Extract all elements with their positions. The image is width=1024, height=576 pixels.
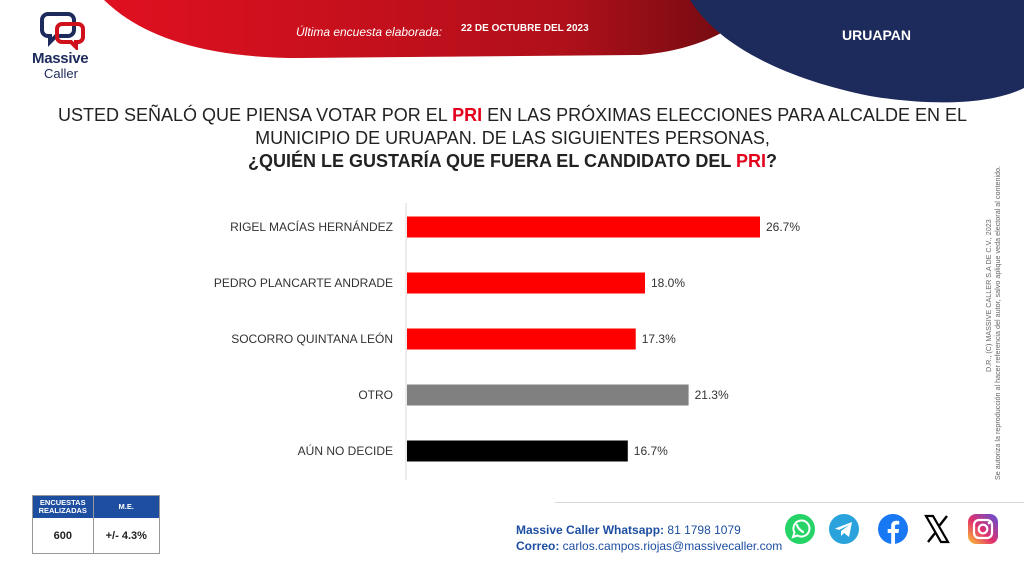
stats-header-row: ENCUESTAS REALIZADAS M.E. [33,496,159,518]
survey-date-label: Última encuesta elaborada: [296,25,443,39]
question-line-2: MUNICIPIO DE URUAPAN. DE LAS SIGUIENTES … [255,128,770,148]
header-red-band [104,0,760,58]
logo-word-caller: Caller [44,66,78,81]
city-name: URUAPAN [842,27,911,43]
logo-word-massive: Massive [32,50,89,67]
category-label: PEDRO PLANCARTE ANDRADE [214,276,393,290]
value-label: 21.3% [695,388,729,402]
stats-me-value: +/- 4.3% [92,518,159,553]
stats-surveys-value: 600 [53,529,72,542]
survey-stats-table: ENCUESTAS REALIZADAS M.E. 600 +/- 4.3% [32,495,160,554]
bar [407,272,645,294]
category-label: AÚN NO DECIDE [298,443,393,458]
copyright-line-2: Se autoriza la reproducción al hacer ref… [993,166,1002,480]
email-label: Correo: [516,539,560,553]
bar [407,328,636,350]
copyright-line-1: D.R., (C) MASSIVE CALLER S.A DE C.V., 20… [984,219,993,372]
whatsapp-label: Massive Caller Whatsapp: [516,523,665,537]
category-label: OTRO [358,388,393,402]
contact-email: Correo: carlos.campos.riojas@massivecall… [516,539,782,553]
header-background [104,0,1024,103]
x-icon[interactable] [920,512,954,546]
instagram-icon[interactable] [966,512,1000,546]
whatsapp-number: 81 1798 1079 [664,523,741,537]
bar [407,384,689,406]
bar [407,440,628,462]
copyright-note: D.R., (C) MASSIVE CALLER S.A DE C.V., 20… [983,110,1002,480]
value-label: 17.3% [642,332,676,346]
massive-caller-logo: Massive Caller [28,10,108,81]
party-highlight: PRI [736,151,767,171]
question-title: USTED SEÑALÓ QUE PIENSA VOTAR POR EL PRI… [40,104,985,173]
question-text: USTED SEÑALÓ QUE PIENSA VOTAR POR EL [58,105,453,125]
contact-divider [555,502,1024,503]
header-navy-band [690,0,1024,103]
value-label: 16.7% [634,444,668,458]
question-text: ¿QUIÉN LE GUSTARÍA QUE FUERA EL CANDIDAT… [247,151,736,171]
value-label: 18.0% [651,276,685,290]
email-address: carlos.campos.riojas@massivecaller.com [559,539,783,553]
question-line-1: USTED SEÑALÓ QUE PIENSA VOTAR POR EL PRI… [40,104,985,127]
survey-date: 22 DE OCTUBRE DEL 2023 [461,23,589,34]
question-text: ? [766,151,778,171]
telegram-icon[interactable] [827,512,861,546]
party-highlight: PRI [452,105,483,125]
stats-value-row: 600 +/- 4.3% [33,518,159,553]
category-label: SOCORRO QUINTANA LEÓN [231,331,393,346]
whatsapp-icon[interactable] [783,512,817,546]
bars-group: RIGEL MACÍAS HERNÁNDEZ 26.7% PEDRO PLANCAR… [214,216,800,462]
bar-chart: RIGEL MACÍAS HERNÁNDEZ 26.7% PEDRO PLANCAR… [214,203,800,480]
value-label: 26.7% [766,220,800,234]
category-label: RIGEL MACÍAS HERNÁNDEZ [230,219,393,234]
question-line-3: ¿QUIÉN LE GUSTARÍA QUE FUERA EL CANDIDAT… [40,150,985,173]
contact-whatsapp: Massive Caller Whatsapp: 81 1798 1079 [516,523,741,537]
facebook-icon[interactable] [876,512,910,546]
question-text: EN LAS PRÓXIMAS ELECCIONES PARA ALCALDE … [482,105,967,125]
stats-header-me: M.E. [92,496,159,518]
speech-bubbles-logo [40,12,85,50]
bar [407,216,760,238]
stats-header-surveys: ENCUESTAS REALIZADAS [38,498,87,515]
